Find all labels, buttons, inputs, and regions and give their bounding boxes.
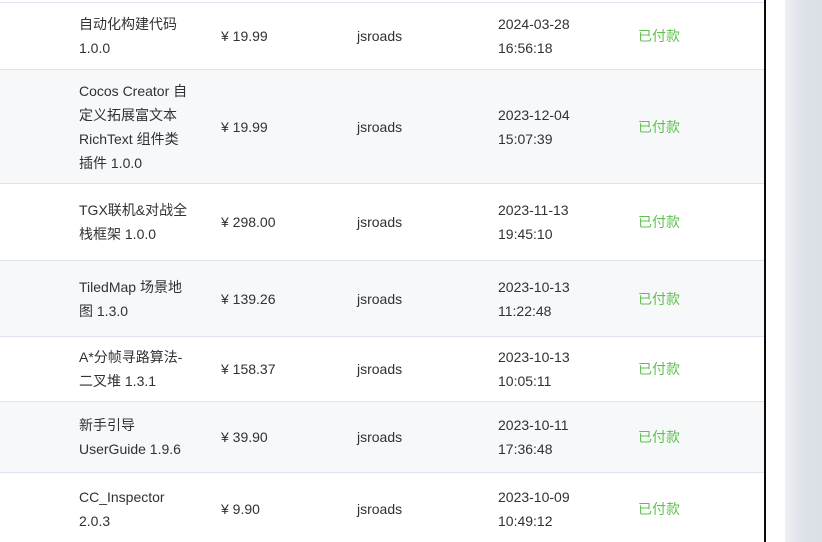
order-price-cell: ¥ 9.90: [221, 500, 260, 517]
order-datetime-cell: 2024-03-28 16:56:18: [498, 16, 570, 56]
status-badge: 已付款: [638, 28, 680, 44]
orders-rows: 自动化构建代码 1.0.0 ¥ 19.99 jsroads 2024-03-28…: [0, 2, 764, 542]
order-buyer-cell: jsroads: [357, 214, 403, 230]
table-row: Cocos Creator 自定义拓展富文本 RichText 组件类插件 1.…: [0, 69, 764, 183]
table-row: TGX联机&对战全栈框架 1.0.0 ¥ 298.00 jsroads 2023…: [0, 183, 764, 260]
order-name-cell: TGX联机&对战全栈框架 1.0.0: [79, 202, 188, 242]
status-badge: 已付款: [638, 429, 680, 445]
order-price-cell: ¥ 298.00: [221, 214, 276, 230]
table-row: A*分帧寻路算法-二叉堆 1.3.1 ¥ 158.37 jsroads 2023…: [0, 336, 764, 401]
table-row: TiledMap 场景地图 1.3.0 ¥ 139.26 jsroads 202…: [0, 260, 764, 336]
order-datetime-cell: 2023-12-04 15:07:39: [498, 106, 570, 147]
order-buyer-cell: jsroads: [357, 361, 403, 377]
table-row: 新手引导 UserGuide 1.9.6 ¥ 39.90 jsroads 202…: [0, 401, 764, 472]
table-row: 自动化构建代码 1.0.0 ¥ 19.99 jsroads 2024-03-28…: [0, 2, 764, 69]
table-row: CC_Inspector 2.0.3 ¥ 9.90 jsroads 2023-1…: [0, 472, 764, 542]
orders-table: 自动化构建代码 1.0.0 ¥ 19.99 jsroads 2024-03-28…: [0, 0, 764, 542]
order-datetime-cell: 2023-10-09 10:49:12: [498, 488, 570, 529]
order-datetime-cell: 2023-10-11 17:36:48: [498, 417, 569, 457]
order-price-cell: ¥ 158.37: [221, 361, 276, 377]
status-badge: 已付款: [638, 500, 680, 517]
scrollbar-track[interactable]: [785, 0, 822, 542]
order-datetime-cell: 2023-10-13 10:05:11: [498, 349, 570, 389]
status-badge: 已付款: [638, 214, 680, 230]
order-name-cell: A*分帧寻路算法-二叉堆 1.3.1: [79, 349, 183, 389]
order-price-cell: ¥ 19.99: [221, 118, 268, 135]
order-price-cell: ¥ 39.90: [221, 429, 268, 445]
clipped-row-remnant: [0, 0, 764, 2]
order-buyer-cell: jsroads: [357, 118, 403, 135]
status-badge: 已付款: [638, 118, 680, 135]
order-buyer-cell: jsroads: [357, 429, 403, 445]
status-badge: 已付款: [638, 361, 680, 377]
order-datetime-cell: 2023-11-13 19:45:10: [498, 202, 569, 242]
order-price-cell: ¥ 19.99: [221, 28, 268, 44]
order-name-cell: Cocos Creator 自定义拓展富文本 RichText 组件类插件 1.…: [79, 82, 188, 171]
status-badge: 已付款: [638, 290, 680, 307]
order-price-cell: ¥ 139.26: [221, 290, 276, 307]
window-divider: [764, 0, 766, 542]
order-name-cell: 新手引导 UserGuide 1.9.6: [79, 417, 181, 457]
order-name-cell: CC_Inspector 2.0.3: [79, 488, 165, 529]
order-buyer-cell: jsroads: [357, 28, 403, 44]
order-name-cell: TiledMap 场景地图 1.3.0: [79, 278, 182, 319]
order-name-cell: 自动化构建代码 1.0.0: [79, 16, 177, 56]
order-datetime-cell: 2023-10-13 11:22:48: [498, 278, 570, 319]
order-buyer-cell: jsroads: [357, 500, 403, 517]
order-buyer-cell: jsroads: [357, 290, 403, 307]
